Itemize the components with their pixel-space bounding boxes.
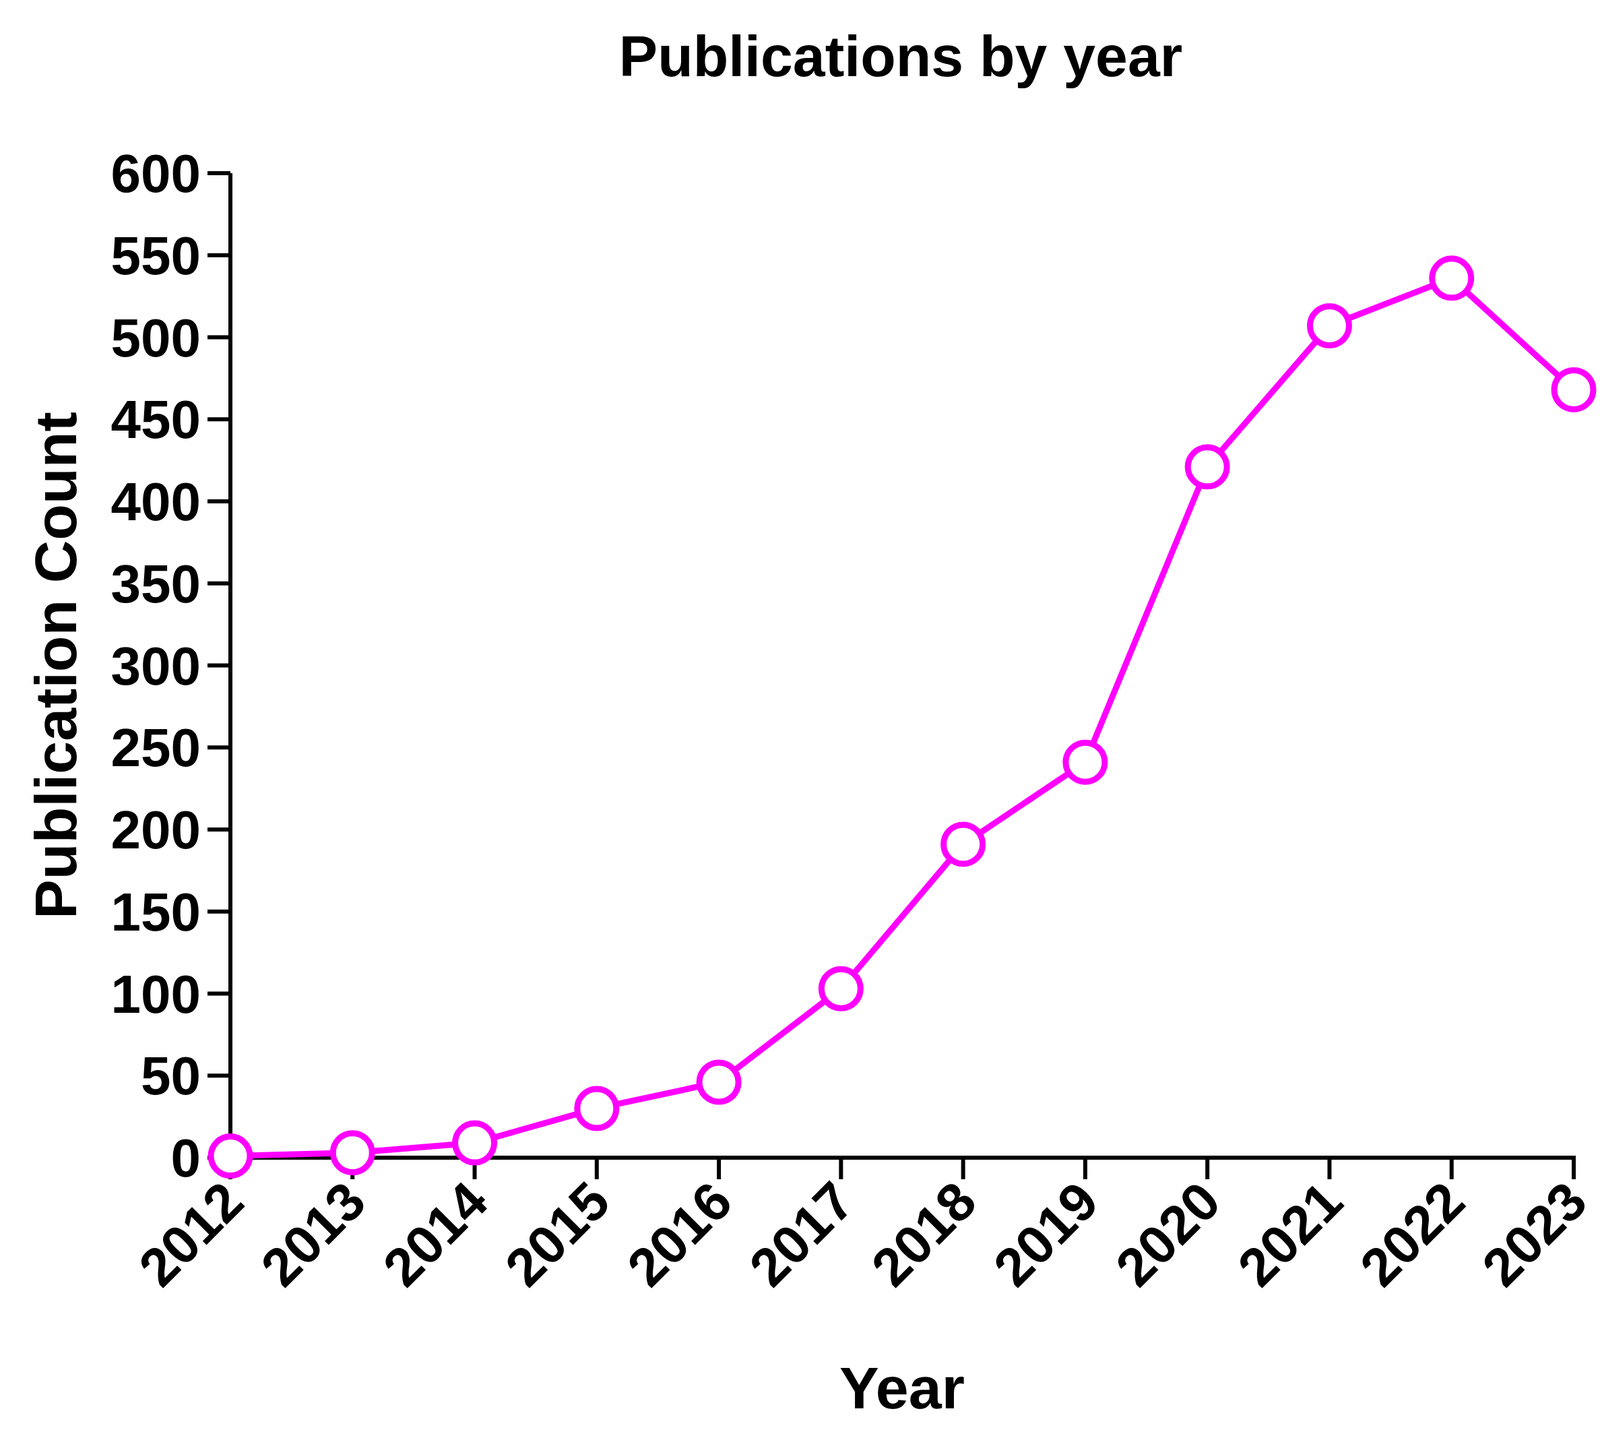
x-tick xyxy=(1327,1157,1332,1179)
y-tick-label: 200 xyxy=(111,799,201,860)
x-tick-label: 2014 xyxy=(371,1170,500,1298)
data-point xyxy=(1065,742,1105,782)
chart-container: Publications by year Publication Count Yea… xyxy=(0,0,1600,1438)
x-axis-label: Year xyxy=(839,1354,965,1421)
y-tick-label: 0 xyxy=(171,1127,202,1188)
x-tick xyxy=(961,1157,966,1179)
data-point xyxy=(1554,369,1594,409)
y-tick xyxy=(207,171,231,176)
x-tick xyxy=(1083,1157,1088,1179)
data-point xyxy=(577,1088,617,1128)
x-tick-label: 2022 xyxy=(1348,1170,1477,1298)
data-point xyxy=(1309,305,1349,345)
y-axis-label: Publication Count xyxy=(22,411,89,919)
x-tick-label: 2018 xyxy=(860,1170,988,1298)
y-tick xyxy=(207,991,231,996)
x-tick-label: 2015 xyxy=(493,1170,622,1298)
data-point xyxy=(1187,447,1227,487)
y-tick-label: 600 xyxy=(111,143,201,204)
data-point xyxy=(1432,258,1472,298)
x-tick xyxy=(1449,1157,1454,1179)
y-tick-label: 250 xyxy=(111,717,201,778)
data-point xyxy=(943,824,983,864)
y-tick-label: 550 xyxy=(111,225,201,286)
y-tick xyxy=(207,417,231,422)
x-tick-label: 2019 xyxy=(982,1170,1110,1298)
y-tick xyxy=(207,581,231,586)
y-tick xyxy=(207,663,231,668)
y-tick-label: 100 xyxy=(111,964,201,1024)
x-tick xyxy=(838,1157,843,1179)
x-tick-label: 2017 xyxy=(738,1170,866,1298)
x-tick xyxy=(1205,1157,1210,1179)
y-tick-label: 300 xyxy=(111,635,201,696)
y-tick xyxy=(207,335,231,340)
x-tick-label: 2021 xyxy=(1226,1170,1355,1298)
x-tick-label: 2013 xyxy=(249,1170,378,1298)
x-tick-label: 2012 xyxy=(127,1170,255,1298)
data-point xyxy=(332,1133,372,1173)
x-axis-line xyxy=(228,1155,1576,1160)
data-point xyxy=(699,1062,739,1102)
chart-svg: Publications by year Publication Count Yea… xyxy=(0,0,1600,1438)
y-tick-label: 500 xyxy=(111,307,201,368)
x-tick-label: 2016 xyxy=(615,1170,744,1298)
data-point xyxy=(821,968,861,1008)
y-tick xyxy=(207,253,231,258)
y-tick-label: 350 xyxy=(111,553,201,614)
data-point xyxy=(210,1136,250,1176)
y-tick xyxy=(207,827,231,832)
y-tick xyxy=(207,1073,231,1078)
x-tick xyxy=(1571,1157,1576,1179)
plot-area xyxy=(210,258,1594,1176)
x-tick-label: 2023 xyxy=(1470,1170,1598,1298)
y-tick-label: 50 xyxy=(140,1045,201,1106)
y-tick-label: 400 xyxy=(111,471,201,532)
data-line xyxy=(230,278,1574,1157)
y-tick xyxy=(207,745,231,750)
y-tick-label: 450 xyxy=(111,389,201,450)
chart-title: Publications by year xyxy=(619,23,1183,89)
y-tick xyxy=(207,909,231,914)
x-tick xyxy=(594,1157,599,1179)
x-tick-label: 2020 xyxy=(1104,1170,1232,1298)
x-tick xyxy=(716,1157,721,1179)
data-point xyxy=(455,1123,495,1163)
y-tick-label: 150 xyxy=(111,881,201,942)
y-tick xyxy=(207,499,231,504)
